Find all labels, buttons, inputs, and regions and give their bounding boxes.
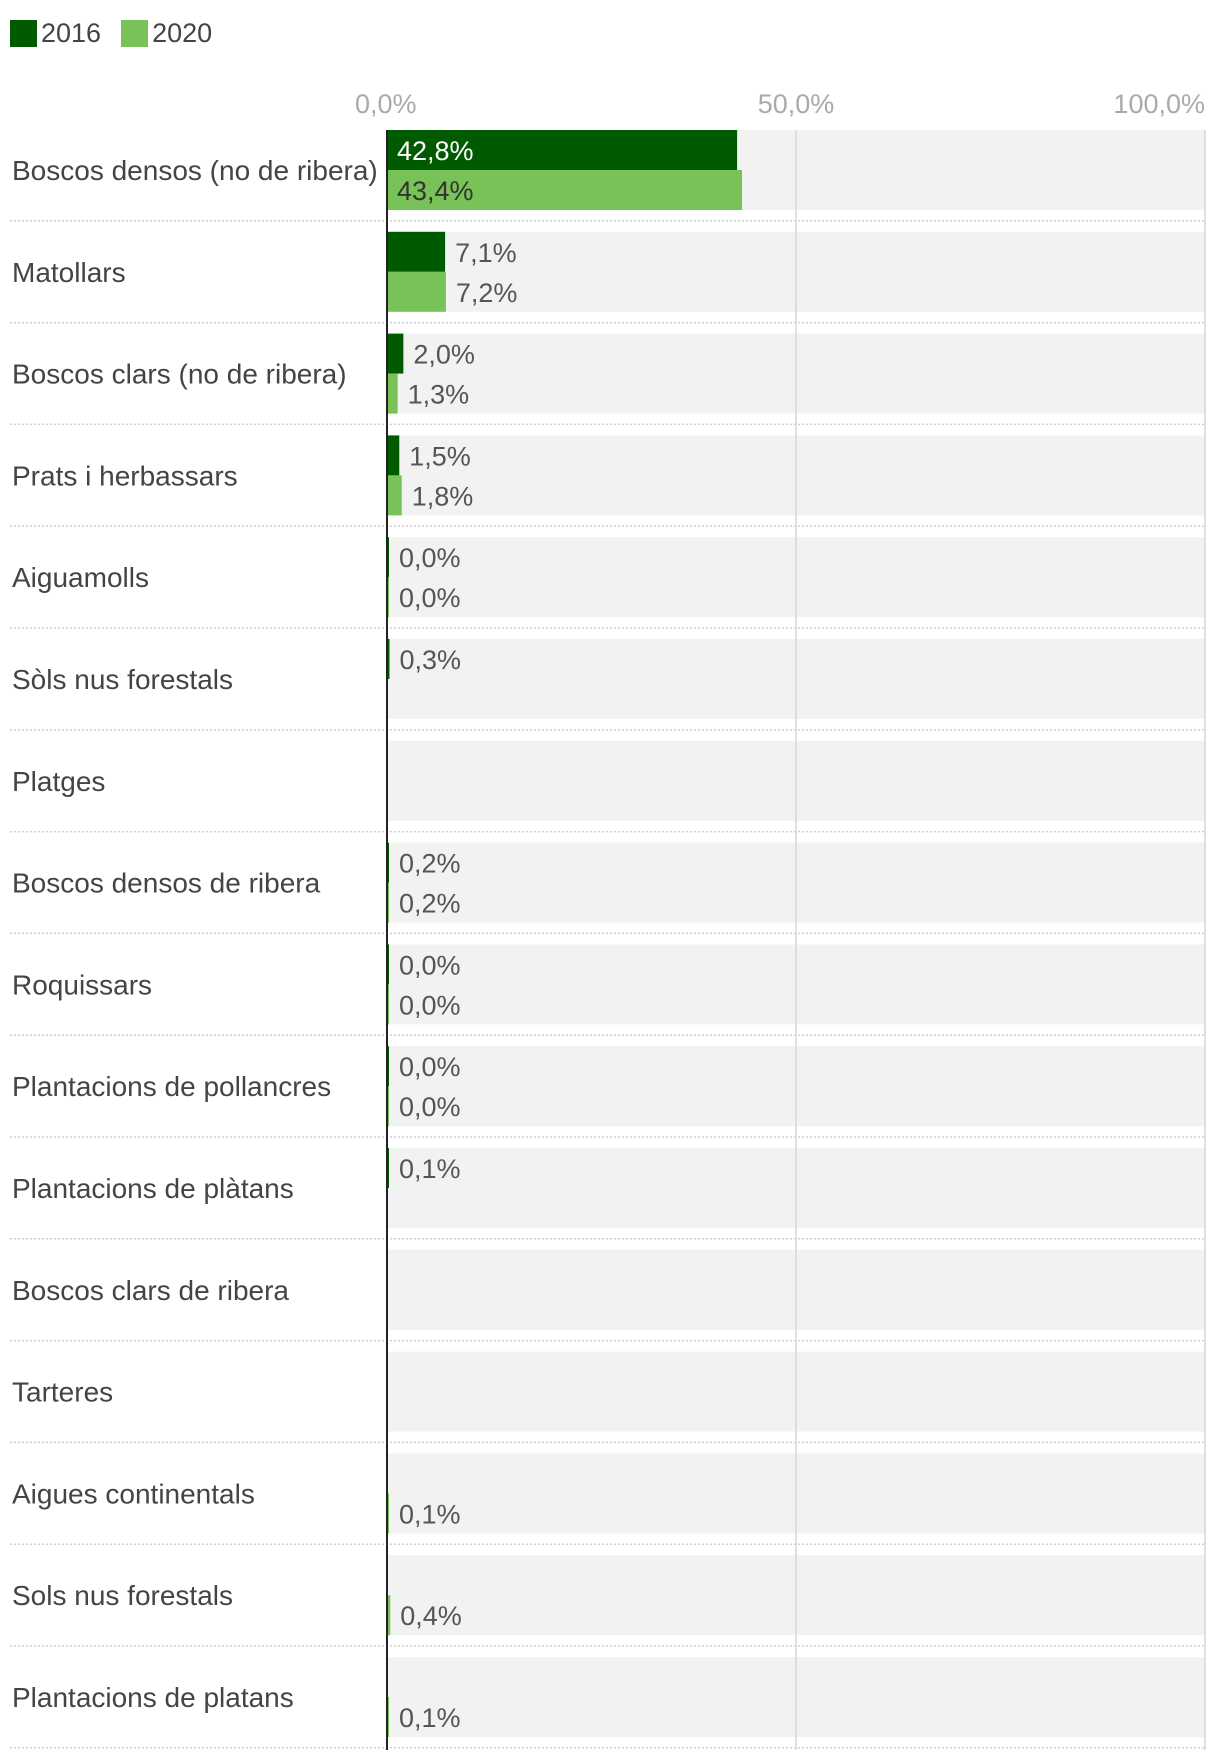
data-label-2016: 2,0% — [413, 340, 475, 370]
category-label: Plantacions de platans — [12, 1682, 294, 1713]
data-label-2020: 7,2% — [456, 278, 518, 308]
bar-2020[interactable] — [387, 373, 398, 414]
data-label-2016: 0,0% — [399, 543, 461, 573]
bar-2016[interactable] — [387, 333, 404, 374]
category-label: Prats i herbassars — [12, 460, 238, 491]
data-label-2020: 0,1% — [399, 1499, 461, 1529]
category-label: Platges — [12, 766, 105, 797]
legend-swatch-2016 — [10, 20, 37, 47]
data-label-2020: 0,2% — [399, 889, 461, 919]
legend-label-2016: 2016 — [41, 18, 102, 48]
bar-2016[interactable] — [387, 639, 390, 679]
legend: 2016 2020 — [10, 18, 212, 49]
data-label-2020: 0,4% — [400, 1601, 462, 1631]
bar-2020[interactable] — [387, 1595, 391, 1636]
data-label-2016: 42,8% — [397, 136, 474, 166]
data-label-2016: 0,0% — [399, 950, 461, 980]
category-label: Aiguamolls — [12, 562, 149, 593]
data-label-2020: 0,0% — [399, 583, 461, 613]
x-tick-label: 50,0% — [758, 89, 835, 119]
category-label: Sòls nus forestals — [12, 664, 233, 695]
data-label-2016: 0,3% — [399, 645, 461, 675]
data-label-2020: 0,0% — [399, 990, 461, 1020]
bar-2020[interactable] — [387, 271, 446, 312]
data-label-2020: 43,4% — [397, 176, 474, 206]
legend-item-2020[interactable]: 2020 — [121, 18, 212, 49]
bar-2020[interactable] — [387, 475, 402, 516]
x-tick-label: 0,0% — [355, 89, 417, 119]
legend-item-2016[interactable]: 2016 — [10, 18, 101, 49]
category-label: Sols nus forestals — [12, 1580, 233, 1611]
category-label: Aigues continentals — [12, 1478, 255, 1509]
category-label: Roquissars — [12, 969, 152, 1000]
data-label-2020: 0,1% — [399, 1703, 461, 1733]
data-label-2016: 7,1% — [455, 238, 517, 268]
category-label: Boscos clars de ribera — [12, 1275, 289, 1306]
category-label: Boscos densos de ribera — [12, 868, 321, 899]
bar-2016[interactable] — [387, 130, 738, 170]
category-label: Tarteres — [12, 1377, 113, 1408]
bar-2020[interactable] — [387, 170, 743, 210]
data-label-2016: 1,5% — [409, 441, 471, 471]
category-label: Boscos densos (no de ribera) — [12, 155, 378, 186]
data-label-2016: 0,1% — [399, 1154, 461, 1184]
category-label: Plantacions de plàtans — [12, 1173, 294, 1204]
legend-label-2020: 2020 — [152, 18, 213, 48]
bar-2016[interactable] — [387, 435, 400, 476]
bar-2016[interactable] — [387, 231, 446, 272]
data-label-2020: 1,8% — [412, 481, 474, 511]
category-label: Boscos clars (no de ribera) — [12, 359, 347, 390]
category-label: Plantacions de pollancres — [12, 1071, 331, 1102]
data-label-2016: 0,0% — [399, 1052, 461, 1082]
x-tick-label: 100,0% — [1113, 89, 1205, 119]
category-label: Matollars — [12, 257, 126, 288]
legend-swatch-2020 — [121, 20, 149, 47]
data-label-2020: 0,0% — [399, 1092, 461, 1122]
data-label-2020: 1,3% — [408, 380, 470, 410]
data-label-2016: 0,2% — [399, 849, 461, 879]
